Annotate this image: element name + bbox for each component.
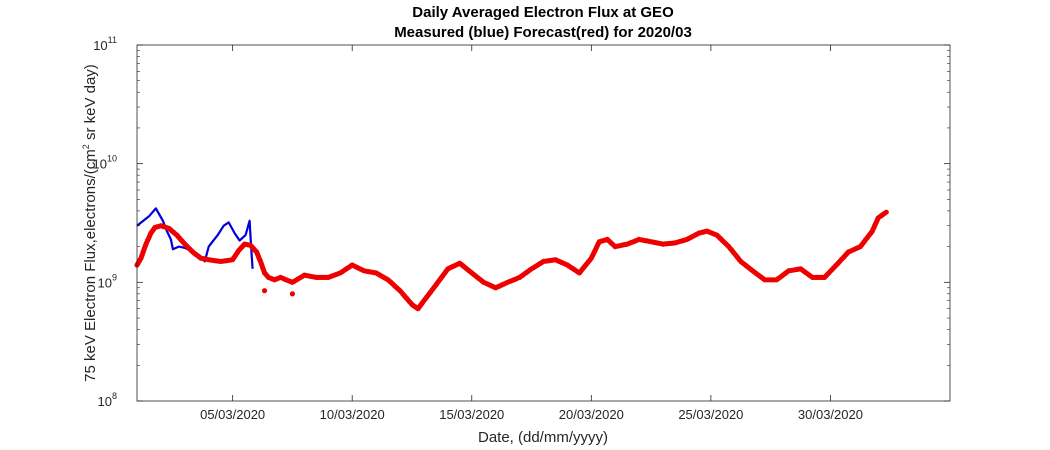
plot-series (134, 207, 889, 312)
y-tick-label: 1011 (93, 35, 117, 53)
x-tick-label: 05/03/2020 (200, 407, 265, 422)
x-tick-label: 10/03/2020 (320, 407, 385, 422)
y-tick-label: 109 (98, 272, 117, 290)
y-axis-label-main: 75 keV Electron Flux,electrons/(cm (82, 149, 99, 382)
y-axis-label-tail: sr keV day) (82, 64, 99, 144)
y-axis-label: 75 keV Electron Flux,electrons/(cm2 sr k… (81, 64, 99, 382)
forecast-outlier-point (261, 288, 268, 294)
y-tick-label: 108 (98, 391, 117, 409)
forecast-point (883, 209, 889, 215)
chart-subtitle: Measured (blue) Forecast(red) for 2020/0… (394, 24, 692, 41)
x-tick-label: 30/03/2020 (798, 407, 863, 422)
plot-frame (136, 44, 951, 402)
x-tick-label: 20/03/2020 (559, 407, 624, 422)
y-tick-label: 1010 (93, 154, 117, 172)
x-axis: 05/03/2020 10/03/2020 15/03/2020 20/03/2020… (200, 45, 863, 422)
x-tick-label: 15/03/2020 (439, 407, 504, 422)
y-axis-label-sup: 2 (81, 144, 91, 149)
x-axis-label: Date, (dd/mm/yyyy) (478, 429, 608, 446)
forecast-outlier-point (289, 291, 296, 297)
chart-title: Daily Averaged Electron Flux at GEO (412, 4, 674, 21)
x-tick-label: 25/03/2020 (678, 407, 743, 422)
y-axis: 108 109 1010 1011 (93, 35, 950, 409)
